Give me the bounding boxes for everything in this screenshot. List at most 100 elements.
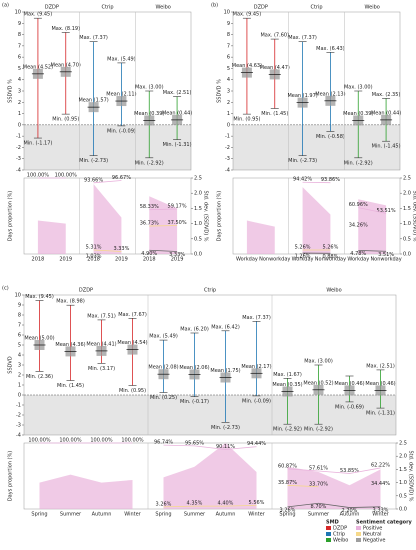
y-tick-label: 9 bbox=[18, 21, 21, 27]
y-tick-label: 3 bbox=[18, 89, 21, 95]
max-label: Max. (9.45) bbox=[233, 12, 262, 18]
neutral-label: 5.26% bbox=[295, 245, 311, 251]
category-label: 2019 bbox=[115, 257, 128, 263]
std-area bbox=[302, 187, 331, 254]
bottom-y2-label: Std. dev. (SSDVD) % bbox=[203, 190, 209, 241]
min-label: Min. (1.45) bbox=[261, 111, 288, 117]
y-tick-label: 7 bbox=[227, 43, 230, 49]
min-label: Min. (2.36) bbox=[26, 374, 53, 380]
legend-entry: Positive bbox=[363, 526, 382, 532]
bottom-y-label: Days proportion (%) bbox=[8, 451, 14, 501]
mean-label: Mean (0.39) bbox=[343, 111, 373, 117]
y-tick-label: 7 bbox=[18, 43, 21, 49]
bottom-y2-label: Std. dev. (SSDVD) % bbox=[408, 450, 414, 501]
positive-label: 100.00% bbox=[90, 438, 112, 444]
y-tick-label: -4 bbox=[16, 433, 21, 439]
max-label: Max. (8.19) bbox=[51, 26, 80, 32]
y-tick-label: 3 bbox=[18, 363, 21, 369]
neutral-label: 37.50% bbox=[168, 220, 187, 226]
min-label: Min. (0.25) bbox=[150, 395, 177, 401]
positive-label: 59.17% bbox=[168, 204, 187, 210]
positive-line bbox=[163, 444, 257, 450]
y-tick-label: 0 bbox=[18, 122, 21, 128]
bottom-y2-label: Std. dev. (SSDVD) % bbox=[412, 190, 416, 241]
category-label: Autumn bbox=[92, 512, 112, 518]
y2-tick-label: 2.5 bbox=[403, 176, 411, 182]
legend-swatch bbox=[356, 538, 361, 542]
y-tick-label: 2 bbox=[18, 373, 21, 379]
y-tick-label: 6 bbox=[227, 55, 230, 61]
y-tick-label: 3 bbox=[227, 89, 230, 95]
min-label: Min. (-2.92) bbox=[304, 427, 333, 433]
y2-tick-label: 1.0 bbox=[399, 480, 407, 486]
mean-label: Mean (2.11) bbox=[106, 92, 136, 98]
positive-line bbox=[358, 207, 387, 214]
y2-tick-label: 0.5 bbox=[194, 236, 202, 242]
mean-label: Mean (0.44) bbox=[371, 110, 401, 116]
positive-label: 58.33% bbox=[140, 204, 159, 210]
category-label: Summer bbox=[184, 512, 206, 518]
max-label: Max. (8.98) bbox=[56, 299, 85, 305]
group-name: DZDP bbox=[254, 5, 268, 11]
y-tick-label: -2 bbox=[16, 145, 21, 151]
max-label: Max. (7.51) bbox=[87, 313, 116, 319]
neutral-label: 36.73% bbox=[140, 221, 159, 227]
min-label: Min. (-2.73) bbox=[79, 158, 108, 164]
positive-label: 100.00% bbox=[55, 173, 77, 179]
legend-entry: Negative bbox=[363, 538, 385, 544]
y-tick-label: 10 bbox=[15, 10, 21, 16]
category-label: Workday bbox=[347, 257, 369, 263]
neutral-label: 3.26% bbox=[156, 501, 172, 507]
min-label: Min. (-2.92) bbox=[344, 160, 373, 166]
legend-entry: DZDP bbox=[333, 526, 347, 532]
max-label: Max. (6.43) bbox=[316, 46, 345, 52]
y-tick-label: -2 bbox=[16, 413, 21, 419]
y-axis-label: SSDVD % bbox=[8, 79, 14, 103]
category-label: 2018 bbox=[32, 257, 45, 263]
min-label: Min. (-1.17) bbox=[23, 141, 52, 147]
min-label: Min. (0.95) bbox=[52, 117, 79, 123]
y-tick-label: 1 bbox=[18, 111, 21, 117]
mean-label: Mean (0.46) bbox=[365, 381, 395, 387]
category-label: Workday bbox=[236, 257, 258, 263]
legend-entry: Ctrip bbox=[333, 532, 345, 538]
positive-label: 93.86% bbox=[321, 177, 340, 183]
mean-label: Mean (4.41) bbox=[86, 341, 116, 347]
positive-line bbox=[93, 180, 122, 184]
category-label: 2018 bbox=[143, 257, 156, 263]
y2-tick-label: 2.5 bbox=[399, 441, 407, 447]
positive-label: 90.11% bbox=[216, 444, 235, 450]
y-tick-label: -3 bbox=[225, 156, 230, 162]
category-label: Summer bbox=[60, 512, 82, 518]
positive-label: 62.22% bbox=[371, 462, 390, 468]
legend-entry: Weibo bbox=[333, 538, 348, 544]
std-area bbox=[163, 443, 257, 509]
category-label: Spring bbox=[279, 512, 295, 518]
y-tick-label: -3 bbox=[16, 156, 21, 162]
group-name: Ctrip bbox=[204, 288, 216, 294]
group-name: DZDP bbox=[45, 5, 59, 11]
max-label: Max. (5.49) bbox=[149, 334, 178, 340]
max-label: Max. (2.35) bbox=[372, 92, 401, 98]
negative-label: 4.78% bbox=[350, 251, 366, 257]
max-label: Max. (7.37) bbox=[79, 35, 108, 41]
negative-line bbox=[149, 249, 178, 252]
y-tick-label: 8 bbox=[18, 313, 21, 319]
y2-tick-label: 0.5 bbox=[399, 493, 407, 499]
mean-label: Mean (1.75) bbox=[210, 368, 240, 374]
negative-label: 4.90% bbox=[141, 251, 157, 257]
std-area bbox=[358, 199, 387, 254]
neutral-line bbox=[93, 249, 122, 252]
neutral-line bbox=[287, 484, 319, 488]
group-name: Ctrip bbox=[101, 5, 113, 11]
mean-label: Mean (4.36) bbox=[55, 342, 85, 348]
positive-label: 94.42% bbox=[293, 177, 312, 183]
category-label: 2019 bbox=[171, 257, 184, 263]
negative-label: 3.26% bbox=[280, 507, 296, 513]
neutral-label: 34.44% bbox=[371, 481, 390, 487]
neutral-label: 33.70% bbox=[309, 481, 328, 487]
y-tick-label: 2 bbox=[227, 100, 230, 106]
neutral-label: 3.33% bbox=[113, 246, 129, 252]
legend-swatch bbox=[326, 532, 331, 536]
min-label: Min. (-0.09) bbox=[107, 128, 136, 134]
